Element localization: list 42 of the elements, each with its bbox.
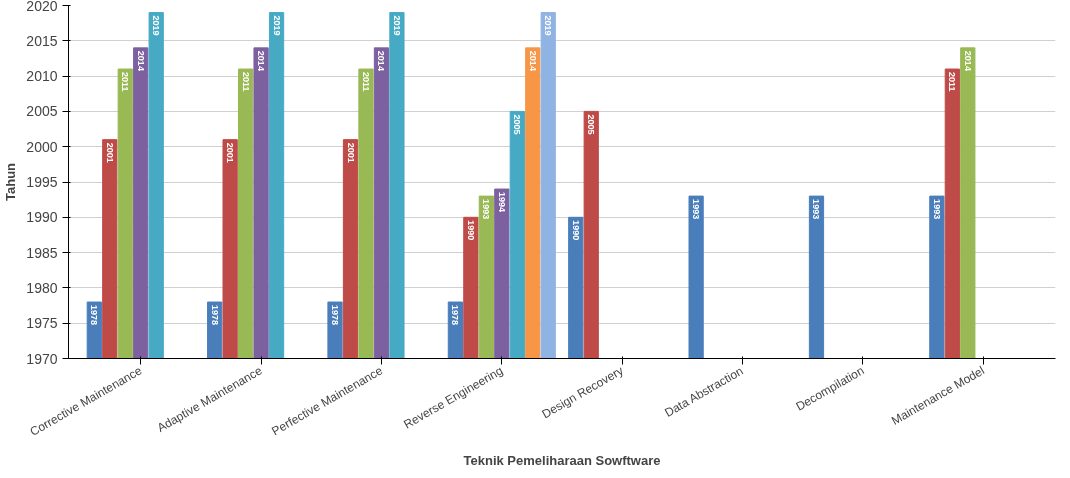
data-label: 2019	[543, 15, 554, 36]
data-label: 2001	[104, 142, 115, 163]
y-tick-label: 2000	[26, 138, 58, 155]
y-tick-label: 2005	[26, 103, 58, 120]
data-label: 2011	[240, 72, 251, 92]
data-label: 1990	[570, 220, 581, 241]
data-label: 1993	[481, 199, 492, 220]
data-label: 1993	[691, 199, 702, 220]
data-label: 1994	[496, 192, 507, 213]
y-tick-label: 1980	[26, 279, 58, 296]
data-label: 2019	[391, 15, 402, 36]
y-tick-label: 1990	[26, 209, 58, 226]
data-label: 1978	[450, 305, 461, 326]
data-label: 2014	[256, 50, 267, 71]
data-label: 2014	[135, 50, 146, 71]
data-label: 2014	[376, 50, 387, 71]
data-label: 2019	[271, 15, 282, 36]
data-label: 2001	[345, 142, 356, 163]
y-tick-label: 2020	[26, 0, 58, 14]
y-tick-label: 1985	[26, 244, 58, 261]
data-label: 2001	[225, 142, 236, 163]
y-tick-label: 2010	[26, 68, 58, 85]
data-label: 2011	[947, 72, 958, 92]
data-label: 2005	[512, 114, 523, 135]
y-tick-label: 2015	[26, 32, 58, 49]
data-label: 1978	[330, 305, 341, 326]
data-label: 1993	[931, 199, 942, 220]
data-label: 2011	[120, 72, 131, 92]
x-axis-title: Teknik Pemeliharaan Sowftware	[463, 452, 661, 468]
data-label: 2005	[586, 114, 597, 135]
data-label: 2011	[360, 72, 371, 92]
y-tick-label: 1975	[26, 315, 58, 332]
y-tick-label: 1995	[26, 174, 58, 190]
data-label: 2014	[962, 50, 973, 71]
y-tick-label: 1970	[26, 350, 58, 367]
data-label: 1993	[811, 199, 822, 220]
data-label: 1978	[209, 305, 220, 326]
data-label: 2014	[527, 50, 538, 71]
data-label: 2019	[151, 15, 162, 36]
data-label: 1978	[89, 305, 100, 326]
data-label: 1990	[465, 220, 476, 241]
y-axis-title: Tahun	[3, 162, 19, 202]
